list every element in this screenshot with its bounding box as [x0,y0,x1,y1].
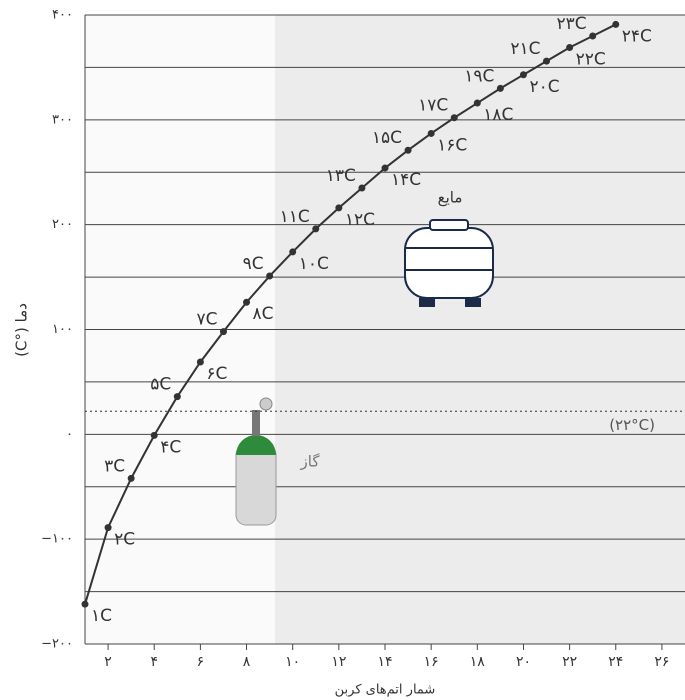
point [197,358,204,365]
point [497,85,504,92]
threshold-label: (۲۲°C) [609,416,655,434]
point-label: ۱۰C [299,254,329,274]
x-tick-label: ۲۶ [654,654,669,670]
point-label: ۱۹C [464,66,494,86]
y-tick-label: ۰ [66,427,73,442]
point [151,432,158,439]
y-tick-label: ۳۰۰ [52,112,73,127]
x-tick-label: ۲۰ [516,654,531,670]
point-label: ۲C [114,530,135,550]
x-tick-label: ۸ [243,654,251,670]
x-tick-label: ۶ [197,654,205,670]
point [474,100,481,107]
y-tick-label: −۲۰۰ [41,637,73,652]
point-label: ۹C [243,254,264,274]
point [566,44,573,51]
y-tick-label: ۱۰۰ [52,322,73,337]
point-label: ۱۱C [280,207,310,227]
point [612,21,619,28]
point [405,147,412,154]
point-label: ۲۲C [576,49,606,69]
point-label: ۲۴C [622,26,652,46]
point [589,32,596,39]
x-tick-label: ۲۴ [608,654,623,670]
point-label: ۲۳C [557,14,587,34]
point-label: ۲۱C [510,39,540,59]
point-label: ۱۸C [483,105,513,125]
point-label: ۶C [206,364,227,384]
x-tick-label: ۴ [150,654,158,670]
point [266,273,273,280]
point [82,601,89,608]
x-tick-label: ۱۰ [285,654,300,670]
point [382,165,389,172]
x-axis-label: شمار اتم‌های کربن [335,683,436,698]
point [428,130,435,137]
point [220,328,227,335]
point [335,204,342,211]
point-label: ۲۰C [529,77,559,97]
x-tick-label: ۲ [104,654,112,670]
point-label: ۱۴C [391,170,421,190]
point-label: ۷C [196,310,217,330]
point-label: ۸C [253,304,274,324]
point [451,114,458,121]
point [105,524,112,531]
point-label: ۱C [91,606,112,626]
x-tick-label: ۱۸ [470,654,486,670]
x-tick-label: ۱۴ [377,654,392,670]
y-tick-label: ۴۰۰ [52,8,73,23]
point-label: ۴C [160,437,181,457]
y-axis-label: دما (°C) [13,303,31,357]
liquid-label: مایع [438,189,463,207]
x-tick-label: ۲۲ [562,654,577,670]
point [520,71,527,78]
point-label: ۱۳C [326,166,356,186]
y-tick-label: ۲۰۰ [52,217,73,232]
point [289,248,296,255]
x-tick-label: ۱۲ [331,654,346,670]
y-tick-label: −۱۰۰ [41,532,73,547]
point [358,184,365,191]
point-label: ۱۶C [437,135,467,155]
point [243,299,250,306]
point [543,58,550,65]
chart: دما (°C) شمار اتم‌های کربن مایع گاز −۲۰۰… [0,0,685,700]
tank-icon [405,220,493,306]
point [174,393,181,400]
point [128,475,135,482]
x-tick-label: ۱۶ [424,654,439,670]
point-label: ۳C [104,456,125,476]
point [312,225,319,232]
point-label: ۵C [150,375,171,395]
point-label: ۱۲C [345,210,375,230]
gas-label: گاز [300,453,321,471]
point-label: ۱۵C [372,128,402,148]
point-label: ۱۷C [418,96,448,116]
